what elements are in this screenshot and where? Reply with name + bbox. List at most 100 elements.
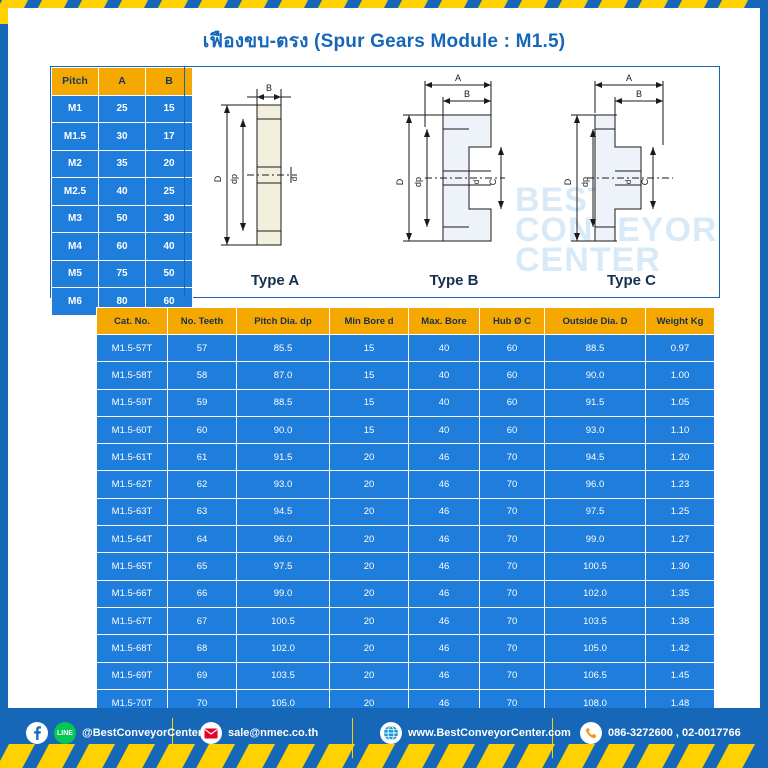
cell: 1.20 [645,443,715,472]
cell: 70 [479,606,545,636]
spec-table: Cat. No. No. Teeth Pitch Dia. dp Min Bor… [96,307,715,745]
footer-website[interactable]: www.BestConveyorCenter.com [380,722,571,744]
cell: 75 [98,259,146,288]
cell: 88.5 [236,388,330,417]
dim-C: C [488,178,498,185]
cell: 93.0 [236,470,330,499]
cell: M1.5 [51,122,99,151]
cell: 20 [329,525,409,554]
cell: 70 [479,634,545,663]
cell: 15 [329,388,409,417]
cell: 1.25 [645,497,715,527]
cell: 15 [329,361,409,390]
cell: 46 [408,525,480,554]
cell: 102.0 [236,634,330,663]
col-pitch-dia: Pitch Dia. dp [236,307,330,335]
dim-dp: dp [229,174,239,184]
cell: 0.97 [645,333,715,363]
cell: M1.5-57T [96,333,168,363]
cell: M1.5-58T [96,361,168,390]
cell: M1.5-68T [96,634,168,663]
cell: M4 [51,232,99,261]
table-row: M1.5-68T 68 102.0 20 46 70 105.0 1.42 [96,634,715,663]
cell: 46 [408,470,480,499]
cell: M3 [51,204,99,233]
dim-A: A [455,73,461,83]
cell: 90.0 [544,361,646,390]
table-row: M1.5-67T 67 100.5 20 46 70 103.5 1.38 [96,606,715,636]
cell: 46 [408,606,480,636]
drawing-type-c: A B D dp C d Type C [543,67,720,297]
line-label: LINE [57,729,73,737]
facebook-icon [26,722,48,744]
cell: 91.5 [544,388,646,417]
cell: 57 [167,333,237,363]
dim-D: D [213,175,223,182]
cell: 30 [98,122,146,151]
pitch-table: Pitch A B M1 25 15 M1.5 30 17 M2 35 20 M… [51,67,193,316]
drawing-label-a: Type A [250,272,300,289]
cell: M6 [51,287,99,316]
cell: 60 [479,333,545,363]
cell: 1.35 [645,579,715,608]
cell: 100.5 [236,606,330,636]
table-row: M1.5-65T 65 97.5 20 46 70 100.5 1.30 [96,552,715,581]
cell: 1.27 [645,525,715,554]
cell: 70 [479,552,545,581]
col-min-bore: Min Bore d [329,307,409,335]
cell: 20 [329,470,409,499]
dim-dp: dp [580,177,590,187]
drawing-type-a: D dp d B Type A [185,67,365,297]
page-title: เฟืองขบ-ตรง (Spur Gears Module : M1.5) [202,31,566,52]
cell: M1.5-69T [96,661,168,690]
cell: 35 [98,149,146,178]
cell: 1.42 [645,634,715,663]
drawing-label-c: Type C [607,272,656,289]
cell: 40 [408,333,480,363]
cell: 50 [98,204,146,233]
cell: M2.5 [51,177,99,206]
cell: 60 [479,388,545,417]
cell: 64 [167,525,237,554]
website-text: www.BestConveyorCenter.com [408,727,571,739]
cell: 40 [408,361,480,390]
cell: M1.5-67T [96,606,168,636]
col-max-bore: Max. Bore [408,307,480,335]
cell: 88.5 [544,333,646,363]
cell: 66 [167,579,237,608]
table-row: M1.5-64T 64 96.0 20 46 70 99.0 1.27 [96,525,715,554]
phone-icon [580,722,602,744]
cell: 40 [408,388,480,417]
cell: 91.5 [236,443,330,472]
pitch-header-pitch: Pitch [51,67,99,96]
cell: 103.5 [236,661,330,690]
spec-table-header-row: Cat. No. No. Teeth Pitch Dia. dp Min Bor… [96,307,715,335]
cell: 68 [167,634,237,663]
cell: 20 [329,661,409,690]
dim-d: d [290,177,299,181]
drawing-type-b: A B D dp C d Type B [365,67,543,297]
cell: M1.5-62T [96,470,168,499]
cell: 58 [167,361,237,390]
cell: 70 [479,470,545,499]
cell: 20 [329,443,409,472]
cell: 70 [479,497,545,527]
footer-phone[interactable]: 086-3272600 , 02-0017766 [580,722,741,744]
cell: M1.5-64T [96,525,168,554]
col-cat-no: Cat. No. [96,307,168,335]
cell: 63 [167,497,237,527]
col-outside-dia: Outside Dia. D [544,307,646,335]
cell: 46 [408,443,480,472]
footer-facebook[interactable]: LINE @BestConveyorCenter [26,722,202,744]
cell: 99.0 [544,525,646,554]
cell: M1.5-59T [96,388,168,417]
table-row: M2.5 40 25 [51,177,193,206]
dim-d: d [624,180,633,184]
table-row: M1.5-57T 57 85.5 15 40 60 88.5 0.97 [96,333,715,363]
footer-email[interactable]: sale@nmec.co.th [200,722,318,744]
table-row: M1.5-60T 60 90.0 15 40 60 93.0 1.10 [96,415,715,445]
cell: 96.0 [544,470,646,499]
cell: 62 [167,470,237,499]
cell: 97.5 [544,497,646,527]
cell: 60 [479,361,545,390]
